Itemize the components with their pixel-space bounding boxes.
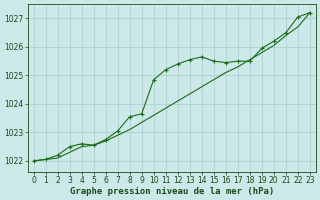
X-axis label: Graphe pression niveau de la mer (hPa): Graphe pression niveau de la mer (hPa) (69, 187, 274, 196)
